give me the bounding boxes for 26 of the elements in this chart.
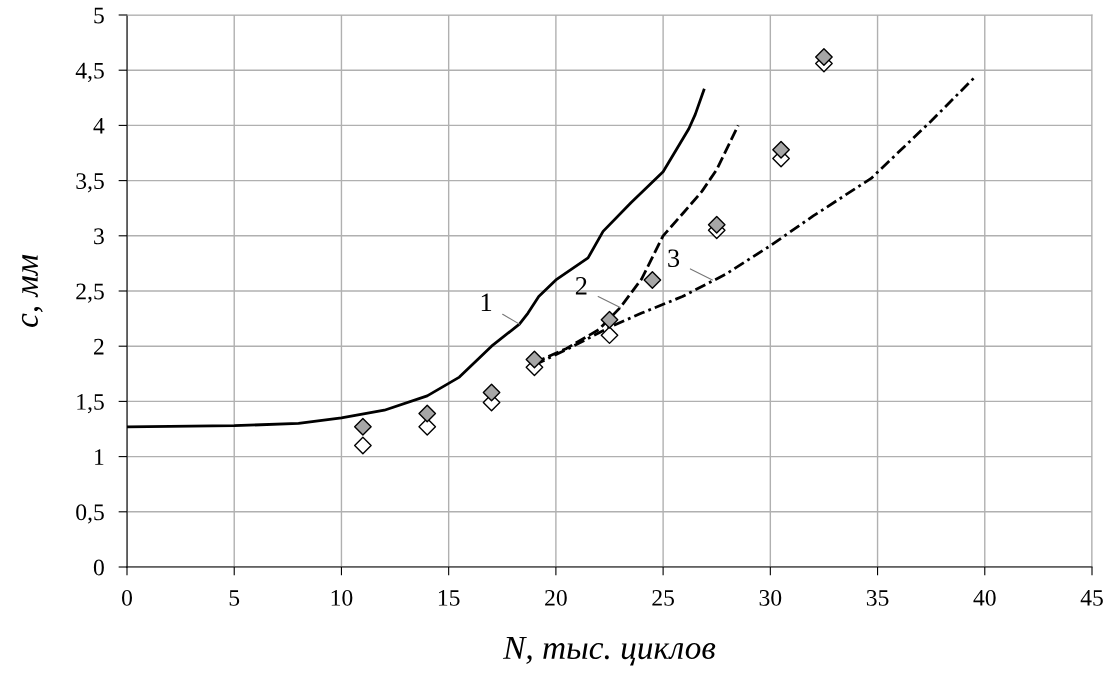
y-tick-label: 2 bbox=[94, 338, 104, 355]
y-tick-label: 0,5 bbox=[76, 504, 104, 524]
x-tick-label: 10 bbox=[331, 589, 353, 606]
x-axis-title: N, тыс. циклов bbox=[502, 636, 716, 666]
x-tick-label: 40 bbox=[973, 589, 996, 606]
annotation: 2 bbox=[575, 276, 587, 295]
y-tick-label: 0 bbox=[93, 559, 104, 576]
y-tick-label: 3,5 bbox=[76, 173, 104, 193]
y-tick-label: 3 bbox=[94, 228, 104, 245]
x-tick-label: 30 bbox=[759, 589, 782, 606]
y-tick-label: 2,5 bbox=[76, 283, 104, 303]
x-tick-label: 5 bbox=[229, 590, 240, 606]
x-tick-label: 35 bbox=[866, 589, 889, 606]
y-tick-label: 5 bbox=[94, 7, 104, 24]
y-axis-title: c, мм bbox=[21, 254, 43, 327]
x-tick-label: 0 bbox=[122, 589, 132, 606]
x-tick-label: 15 bbox=[438, 590, 460, 606]
annotation: 1 bbox=[481, 293, 492, 312]
y-tick-label: 4,5 bbox=[75, 62, 104, 83]
y-tick-label: 1 bbox=[95, 449, 104, 465]
x-tick-label: 45 bbox=[1080, 590, 1103, 606]
y-tick-label: 4 bbox=[93, 118, 105, 134]
y-tick-label: 1,5 bbox=[77, 394, 104, 414]
annotation: 3 bbox=[668, 249, 680, 268]
x-tick-label: 20 bbox=[545, 589, 567, 606]
x-tick-label: 25 bbox=[652, 589, 674, 606]
